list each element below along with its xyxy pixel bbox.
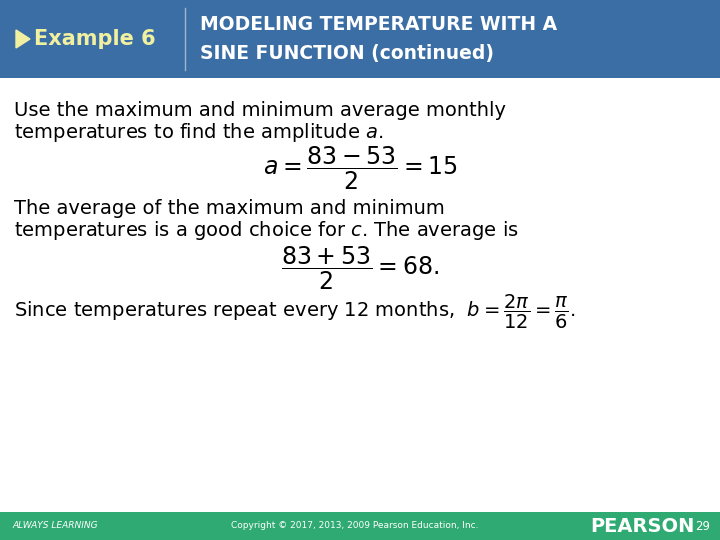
Text: $\dfrac{83+53}{2} = 68.$: $\dfrac{83+53}{2} = 68.$: [281, 244, 439, 292]
Text: SINE FUNCTION (continued): SINE FUNCTION (continued): [200, 44, 494, 63]
Text: $a = \dfrac{83-53}{2} = 15$: $a = \dfrac{83-53}{2} = 15$: [263, 144, 457, 192]
Text: Use the maximum and minimum average monthly: Use the maximum and minimum average mont…: [14, 100, 506, 119]
Text: temperatures to find the amplitude $a$.: temperatures to find the amplitude $a$.: [14, 120, 383, 144]
Bar: [0, 512, 720, 540]
Text: The average of the maximum and minimum: The average of the maximum and minimum: [14, 199, 445, 218]
Bar: [0, 0, 720, 78]
Text: Example 6: Example 6: [34, 29, 156, 49]
Text: 29: 29: [695, 519, 710, 532]
Text: MODELING TEMPERATURE WITH A: MODELING TEMPERATURE WITH A: [200, 16, 557, 35]
Text: temperatures is a good choice for $c$. The average is: temperatures is a good choice for $c$. T…: [14, 219, 518, 241]
Text: PEARSON: PEARSON: [590, 516, 694, 536]
Text: Copyright © 2017, 2013, 2009 Pearson Education, Inc.: Copyright © 2017, 2013, 2009 Pearson Edu…: [231, 522, 479, 530]
Text: Since temperatures repeat every 12 months,  $b = \dfrac{2\pi}{12} = \dfrac{\pi}{: Since temperatures repeat every 12 month…: [14, 293, 575, 331]
Text: ALWAYS LEARNING: ALWAYS LEARNING: [12, 522, 98, 530]
Polygon shape: [16, 30, 30, 48]
